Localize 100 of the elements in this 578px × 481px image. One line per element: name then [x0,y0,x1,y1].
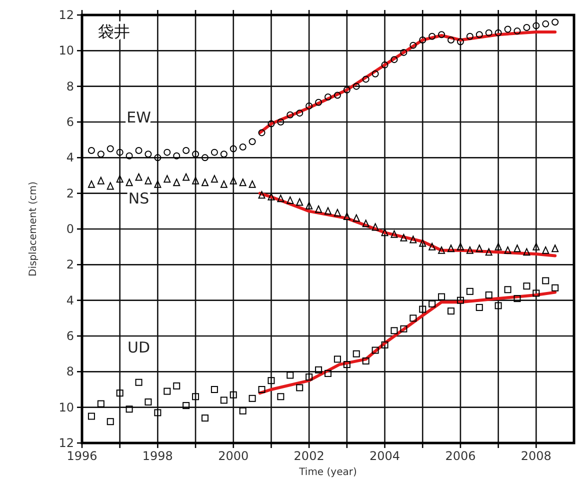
point [504,26,512,33]
y-tick-label: 10 [58,44,74,58]
point [126,406,133,413]
point [343,361,350,368]
point [514,295,521,302]
point [542,20,550,28]
point [230,145,237,152]
x-tick-label: 1998 [142,449,173,463]
point [135,378,142,386]
y-tick-label: 6 [66,329,74,343]
point [306,374,313,381]
y-tick-label: 10 [58,400,74,414]
point [542,277,550,284]
point [410,314,417,322]
point [514,28,521,35]
point [372,346,379,354]
point [485,29,492,36]
point [352,82,360,90]
point [438,293,446,300]
point [173,178,180,186]
point [144,150,152,158]
point [448,308,454,315]
point [268,192,275,200]
point [116,148,124,156]
series-label: NS [128,189,150,208]
point [343,86,350,94]
point [476,304,483,311]
point [268,120,275,128]
point [144,398,152,406]
point [106,182,114,190]
point [410,42,417,49]
point [466,288,474,295]
y-axis-title: Displacement (cm) [28,181,39,276]
point [286,111,294,118]
point [485,291,492,298]
point [164,148,171,156]
point [419,36,426,44]
x-tick-label: 2002 [294,449,324,463]
point [97,400,104,408]
point [494,302,502,310]
x-tick-label: 2004 [369,449,400,463]
point [456,242,464,250]
point [514,244,521,252]
point [400,325,408,332]
point [523,282,530,290]
point [306,202,313,210]
point [182,173,190,181]
point [352,350,360,358]
point [362,76,370,83]
point [390,230,398,238]
point [88,147,95,154]
point [97,176,104,184]
point [192,176,200,184]
point [210,386,218,393]
point [144,176,152,184]
point [192,150,200,158]
point [334,208,341,216]
point [324,207,332,215]
point [438,31,446,38]
point [239,178,246,186]
point [485,248,492,256]
point [277,194,284,202]
point [324,370,332,377]
point [476,244,483,252]
point [239,407,246,414]
point [466,32,474,40]
point [456,38,464,46]
point [532,242,540,250]
point [352,214,360,222]
point [324,94,332,101]
point [116,390,124,397]
point [362,357,370,364]
point [210,175,218,183]
point [419,239,426,247]
point [230,176,237,184]
point [390,56,398,64]
point [381,228,388,236]
point [381,61,388,68]
point [164,175,171,183]
point [400,234,408,242]
point [438,246,446,254]
point [552,244,559,252]
point [88,180,95,188]
point [220,150,228,158]
point [286,372,294,379]
point [400,48,408,56]
y-tick-label: 12 [58,8,74,22]
point [277,393,284,400]
point [372,70,379,78]
point [428,32,436,40]
point [523,24,530,31]
point [230,391,237,398]
point [552,284,559,292]
point [135,173,142,181]
point [315,98,322,106]
point [523,248,530,256]
y-tick-label: 8 [66,79,74,94]
x-tick-label: 2000 [218,449,249,463]
point [97,150,104,158]
point [372,223,379,231]
